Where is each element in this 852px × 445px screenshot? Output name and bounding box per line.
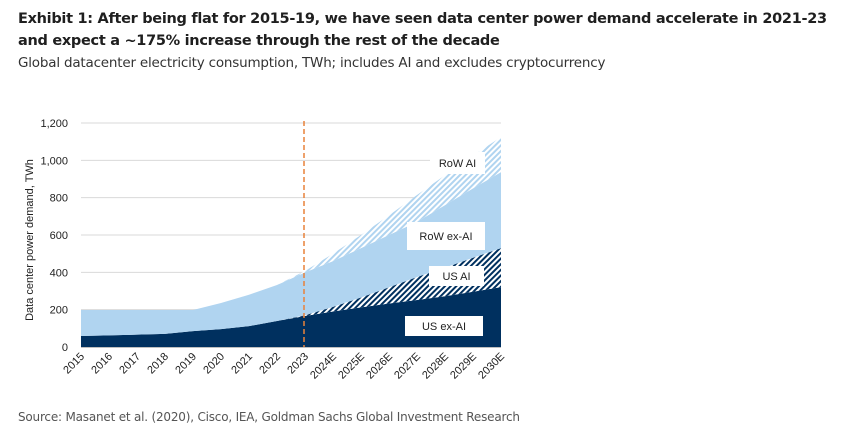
x-tick-label: 2029E xyxy=(448,351,479,382)
area-us-ex-ai xyxy=(81,287,501,347)
y-tick-label: 0 xyxy=(62,342,68,354)
label-text: US AI xyxy=(442,271,470,283)
area-series xyxy=(81,137,501,347)
y-tick-label: 200 xyxy=(50,305,68,317)
x-axis: 2015 2016 2017 2018 2019 2020 2021 2022 20232024… xyxy=(61,347,507,382)
series-label-row-ai: RoW AI xyxy=(430,152,485,174)
label-text: RoW AI xyxy=(439,158,476,170)
x-tick-label: 2030E xyxy=(476,351,507,382)
chart-title: Exhibit 1: After being flat for 2015-19,… xyxy=(18,11,827,49)
y-tick-label: 1,000 xyxy=(40,155,68,167)
label-text: RoW ex-AI xyxy=(419,231,472,243)
label-box xyxy=(405,316,483,336)
x-tick-label: 2024E xyxy=(308,351,339,382)
source-note: Source: Masanet et al. (2020), Cisco, IE… xyxy=(18,410,520,424)
x-tick-label: 2023 xyxy=(285,351,311,377)
x-tick-label: 2025E xyxy=(336,351,367,382)
x-tick-label: 2022 xyxy=(257,351,283,377)
y-axis-label: Data center power demand, TWh xyxy=(24,159,36,321)
area-us-ai xyxy=(81,248,501,336)
x-tick-label: 2015 xyxy=(61,351,87,377)
series-label-us-ex-ai: US ex-AI xyxy=(405,316,483,336)
x-tick-label: 2018 xyxy=(145,351,171,377)
label-box xyxy=(407,222,485,250)
y-tick-label: 600 xyxy=(50,230,68,242)
label-box xyxy=(429,266,484,286)
chart-subtitle: Global datacenter electricity consumptio… xyxy=(18,55,606,71)
x-tick-label: 2027E xyxy=(392,351,423,382)
series-label-row-ex-ai: RoW ex-AI xyxy=(407,222,485,250)
x-tick-label: 2017 xyxy=(117,351,143,377)
y-tick-label: 800 xyxy=(50,193,68,205)
y-axis: 0 200 400 600 800 1,000 1,200 xyxy=(40,118,68,354)
y-tick-label: 1,200 xyxy=(40,118,68,130)
x-tick-label: 2021 xyxy=(229,351,255,377)
label-box xyxy=(430,152,485,174)
x-tick-label: 2026E xyxy=(364,351,395,382)
x-tick-label: 2020 xyxy=(201,351,227,377)
x-tick-label: 2028E xyxy=(420,351,451,382)
series-label-us-ai: US AI xyxy=(429,266,484,286)
area-row-ex-ai xyxy=(81,172,501,336)
y-tick-label: 400 xyxy=(50,267,68,279)
label-text: US ex-AI xyxy=(422,321,466,333)
series-labels: RoW AI RoW ex-AI US AI US ex-AI xyxy=(405,152,485,336)
x-tick-label: 2016 xyxy=(89,351,115,377)
x-tick-label: 2019 xyxy=(173,351,199,377)
